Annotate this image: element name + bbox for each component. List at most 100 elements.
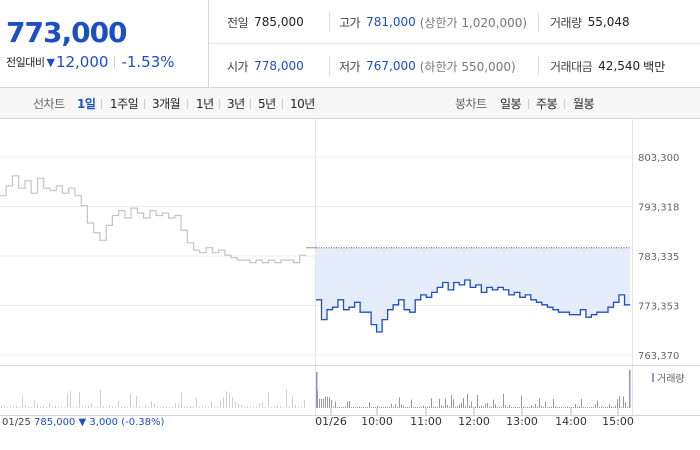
- tab-3m[interactable]: 3개월: [152, 97, 181, 111]
- divider: [528, 99, 529, 109]
- divider: [564, 99, 565, 109]
- divider: [114, 55, 116, 69]
- volume-bar: [467, 393, 468, 408]
- volume-bar: [479, 406, 480, 408]
- tab-1d[interactable]: 1일: [77, 97, 96, 111]
- volume-bar: [453, 399, 454, 408]
- volume-bar: [208, 406, 209, 408]
- volume-bar: [429, 406, 430, 408]
- volume-bar: [531, 405, 532, 408]
- tab-daily-candle[interactable]: 일봉: [500, 97, 522, 111]
- volume-bar: [425, 406, 426, 408]
- volume-bar: [70, 391, 71, 408]
- volume-bar: [427, 406, 428, 408]
- volume-bar: [247, 406, 248, 408]
- volume-bar: [581, 398, 582, 408]
- volume-bar: [597, 400, 598, 408]
- y-tick-label: 803,300: [638, 153, 679, 164]
- volume-bar: [455, 406, 456, 408]
- volume-bar: [353, 406, 354, 408]
- tab-1w[interactable]: 1주일: [110, 97, 139, 111]
- volume-bar: [106, 406, 107, 408]
- volume-bar: [629, 370, 631, 408]
- high-label: 고가: [339, 15, 361, 30]
- prev-close-fill: [306, 247, 630, 332]
- x-axis-ticks: 01/26 10:00 11:00 12:00 13:00 14:00 15:00: [315, 408, 634, 428]
- volume-bar: [10, 406, 11, 408]
- tab-10y[interactable]: 10년: [290, 97, 315, 111]
- volume-bar: [55, 405, 56, 408]
- x-tick-label: 10:00: [361, 415, 393, 428]
- volume-bar: [1, 405, 2, 408]
- volume-bar: [220, 400, 221, 408]
- volume-bar: [277, 404, 278, 408]
- volume-label: 거래량: [550, 15, 582, 30]
- change-row: 전일대비 ▼ 12,000 -1.53%: [6, 53, 175, 71]
- divider: [144, 99, 145, 109]
- prev-day-summary-part: 785,000: [34, 417, 79, 428]
- prev-day-summary-part: 01/25: [2, 417, 34, 428]
- volume-bar: [557, 406, 558, 408]
- volume-bar: [447, 404, 448, 408]
- volume-bar: [403, 405, 404, 408]
- volume-bar: [304, 399, 305, 408]
- volume-bar: [43, 405, 44, 408]
- price-summary: 773,000 전일대비 ▼ 12,000 -1.53%: [0, 0, 209, 88]
- volume-bar: [395, 403, 396, 408]
- volume-bar: [226, 391, 227, 408]
- volume-bar: [4, 405, 5, 408]
- price-lines: [0, 175, 630, 333]
- today-line: [316, 279, 630, 333]
- x-tick-label: 13:00: [506, 415, 538, 428]
- amount-cell: 거래대금 42,540 백만: [550, 44, 665, 88]
- lower-limit: (하한가 550,000): [419, 59, 516, 74]
- volume-bar: [121, 406, 122, 408]
- divider: [187, 99, 188, 109]
- volume-bar: [507, 406, 508, 408]
- upper-limit: (상한가 1,020,000): [419, 15, 528, 30]
- volume-bar: [163, 406, 164, 408]
- volume-bar: [389, 407, 390, 408]
- volume-bar: [244, 407, 245, 408]
- volume-bar: [166, 406, 167, 408]
- prev-day-line: [0, 175, 306, 264]
- prev-close-label: 전일: [227, 15, 249, 30]
- volume-bar: [196, 398, 197, 408]
- volume-bar: [459, 404, 460, 408]
- change-percent: -1.53%: [121, 53, 175, 71]
- volume-bar: [199, 406, 200, 408]
- tab-monthly-candle[interactable]: 월봉: [573, 97, 595, 111]
- y-axis-ticks: 803,300 793,318 783,335 773,353 763,370: [638, 153, 679, 362]
- volume-bar: [549, 406, 550, 408]
- volume-bar: [491, 406, 492, 408]
- open-value: 778,000: [254, 59, 304, 73]
- volume-bar: [547, 406, 548, 408]
- tab-1y[interactable]: 1년: [196, 97, 214, 111]
- volume-bar: [259, 403, 260, 408]
- volume-bar: [301, 406, 302, 408]
- volume-bar: [202, 406, 203, 408]
- tab-3y[interactable]: 3년: [227, 97, 245, 111]
- volume-bar: [503, 393, 504, 408]
- prev-close-cell: 전일 785,000: [227, 0, 304, 44]
- volume-bar: [409, 406, 410, 408]
- high-value: 781,000: [366, 15, 416, 29]
- volume-bar: [365, 406, 366, 408]
- volume-bar: [381, 406, 382, 408]
- volume-bar: [151, 401, 152, 408]
- volume-bar: [13, 406, 14, 408]
- volume-bar: [327, 396, 328, 408]
- high-cell: 고가 781,000 (상한가 1,020,000): [339, 0, 527, 44]
- tab-weekly-candle[interactable]: 주봉: [536, 97, 558, 111]
- tab-5y[interactable]: 5년: [258, 97, 276, 111]
- prev-day-summary-text: 01/25 785,000 ▼ 3,000 (-0.38%): [2, 417, 164, 428]
- volume-bar: [109, 405, 110, 408]
- volume-bar: [265, 406, 266, 408]
- volume-bar: [559, 406, 560, 408]
- volume-bar: [553, 398, 554, 408]
- volume-bar: [28, 406, 29, 408]
- volume-bar: [371, 406, 372, 408]
- volume-bar: [19, 406, 20, 408]
- volume-bar: [493, 399, 494, 408]
